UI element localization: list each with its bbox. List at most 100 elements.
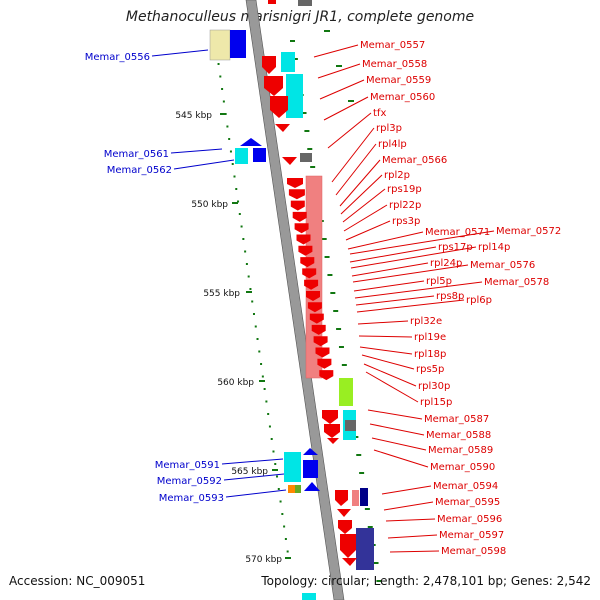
gene-label[interactable]: Memar_0591 bbox=[155, 460, 220, 471]
gene-label[interactable]: rps3p bbox=[392, 216, 420, 227]
kbp-scale: 545 kbp 550 kbp 555 kbp 560 kbp 565 kbp … bbox=[175, 111, 291, 565]
gene-label[interactable]: rpl30p bbox=[418, 381, 450, 392]
leader-line bbox=[351, 262, 429, 277]
leader-line bbox=[335, 143, 377, 196]
gene-arrow bbox=[296, 234, 311, 245]
gene-label[interactable]: rpl5p bbox=[426, 276, 452, 287]
gene-label[interactable]: rpl24p bbox=[430, 258, 462, 269]
gene-label[interactable]: Memar_0587 bbox=[424, 414, 489, 425]
gene-label[interactable]: rpl14p bbox=[478, 242, 510, 253]
track-dot bbox=[267, 413, 270, 415]
gene-arrow bbox=[306, 291, 320, 301]
cog-box bbox=[302, 593, 316, 600]
gene-arrow bbox=[262, 56, 276, 74]
gene-label[interactable]: rpl6p bbox=[466, 295, 492, 306]
gene-arrow bbox=[311, 324, 326, 335]
track-dot bbox=[301, 112, 307, 114]
gene-label[interactable]: Memar_0557 bbox=[360, 40, 425, 51]
left-gene-labels: Memar_0556 Memar_0561 Memar_0562 Memar_0591… bbox=[85, 52, 224, 504]
gene-label[interactable]: Memar_0598 bbox=[441, 546, 506, 557]
gene-label[interactable]: rpl18p bbox=[414, 349, 446, 360]
gene-label[interactable]: Memar_0589 bbox=[428, 445, 493, 456]
gene-label[interactable]: Memar_0596 bbox=[437, 514, 502, 525]
track-dot bbox=[304, 130, 310, 132]
leader-line bbox=[343, 204, 388, 232]
cog-box bbox=[286, 74, 303, 118]
gene-arrow bbox=[288, 189, 305, 200]
gene-label[interactable]: Memar_0576 bbox=[470, 260, 535, 271]
gene-label[interactable]: Memar_0572 bbox=[496, 226, 561, 237]
cog-box bbox=[356, 528, 374, 570]
gene-label[interactable]: Memar_0560 bbox=[370, 92, 435, 103]
gene-label[interactable]: tfx bbox=[373, 108, 386, 119]
gene-label[interactable]: Memar_0571 bbox=[425, 227, 490, 238]
gene-label[interactable]: rps19p bbox=[387, 184, 422, 195]
gene-label[interactable]: rpl2p bbox=[384, 170, 410, 181]
gene-label[interactable]: Memar_0562 bbox=[107, 165, 172, 176]
gene-label[interactable]: Memar_0590 bbox=[430, 462, 495, 473]
leader-line bbox=[358, 335, 413, 338]
gene-label[interactable]: Memar_0559 bbox=[366, 75, 431, 86]
gene-label[interactable]: Memar_0595 bbox=[435, 497, 500, 508]
gene-label[interactable]: Memar_0597 bbox=[439, 530, 504, 541]
track-dot bbox=[373, 562, 379, 564]
gene-label[interactable]: rps17p bbox=[438, 242, 473, 253]
cog-box bbox=[339, 378, 353, 406]
track-dot bbox=[324, 256, 330, 258]
track-dot bbox=[336, 65, 342, 67]
track-dot bbox=[231, 163, 234, 165]
leader-line bbox=[361, 354, 415, 370]
gene-label[interactable]: rpl3p bbox=[376, 123, 402, 134]
track-dot bbox=[247, 275, 250, 278]
right-label-leaders bbox=[313, 44, 495, 553]
leader-line bbox=[355, 295, 435, 306]
track-dot bbox=[321, 238, 327, 240]
gene-label[interactable]: rpl32e bbox=[410, 316, 442, 327]
cog-box bbox=[209, 29, 231, 61]
gene-arrow bbox=[290, 200, 305, 211]
gene-label[interactable]: rps8p bbox=[436, 291, 464, 302]
gene-label[interactable]: Memar_0592 bbox=[157, 476, 222, 487]
gene-label[interactable]: Memar_0578 bbox=[484, 277, 549, 288]
leader-line bbox=[317, 63, 361, 79]
track-dot bbox=[235, 188, 238, 190]
track-dot bbox=[330, 292, 336, 294]
track-dot bbox=[245, 263, 248, 265]
gene-label[interactable]: rpl15p bbox=[420, 397, 452, 408]
track-dot bbox=[367, 526, 373, 528]
gene-label[interactable]: Memar_0566 bbox=[382, 155, 447, 166]
gene-label[interactable]: Memar_0594 bbox=[433, 481, 498, 492]
leader-line bbox=[223, 473, 285, 481]
gene-label[interactable]: Memar_0561 bbox=[104, 149, 169, 160]
track-dot bbox=[268, 425, 271, 428]
scale-tick-label: 550 kbp bbox=[191, 200, 228, 210]
gene-label[interactable]: rpl4lp bbox=[378, 139, 407, 150]
gene-label[interactable]: rps5p bbox=[416, 364, 444, 375]
gene-label[interactable]: Memar_0588 bbox=[426, 430, 491, 441]
leader-line bbox=[347, 231, 424, 250]
track-dot bbox=[221, 88, 224, 90]
gene-label[interactable]: Memar_0593 bbox=[159, 493, 224, 504]
gene-arrow bbox=[298, 245, 313, 256]
gene-arrow bbox=[287, 178, 303, 188]
gene-label[interactable]: Memar_0558 bbox=[362, 59, 427, 70]
gene-label[interactable]: rpl19e bbox=[414, 332, 446, 343]
right-gene-labels: Memar_0557 Memar_0558 Memar_0559 Memar_0560… bbox=[360, 40, 561, 557]
leader-line bbox=[173, 159, 235, 170]
track-dot bbox=[283, 525, 286, 528]
leader-line bbox=[349, 230, 495, 255]
gene-label[interactable]: Memar_0556 bbox=[85, 52, 150, 63]
gene-arrow bbox=[315, 347, 330, 358]
track-dot bbox=[260, 363, 263, 365]
gene-arrow bbox=[324, 424, 340, 438]
leader-line bbox=[363, 363, 417, 387]
track-dot bbox=[307, 148, 313, 150]
gene-arrow bbox=[313, 336, 328, 347]
scale-tick-label: 555 kbp bbox=[203, 289, 240, 299]
gene-label[interactable]: rpl22p bbox=[389, 200, 421, 211]
track-dot bbox=[274, 463, 277, 465]
track-dot bbox=[238, 213, 241, 215]
map-title: Methanoculleus marisnigri JR1, complete … bbox=[125, 9, 475, 25]
